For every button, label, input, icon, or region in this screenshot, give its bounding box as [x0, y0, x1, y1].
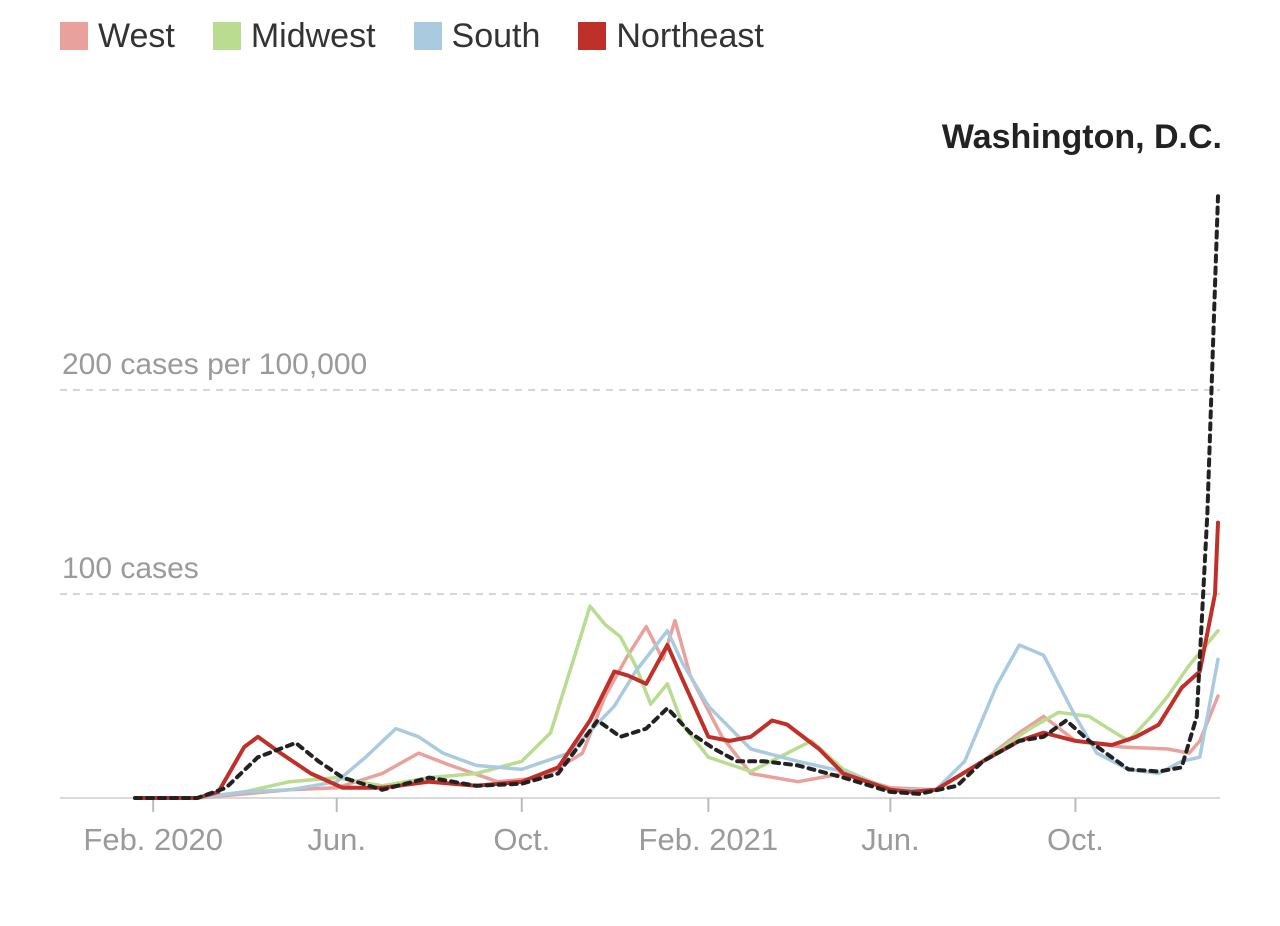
legend-label: Northeast — [616, 17, 764, 55]
x-tick-label: Feb. 2021 — [639, 822, 779, 857]
x-tick-label: Feb. 2020 — [83, 822, 223, 857]
legend-swatch — [413, 22, 442, 50]
legend-item-west: West — [60, 14, 175, 58]
annotation-washington-dc: Washington, D.C. — [942, 118, 1222, 156]
legend-item-south: South — [413, 14, 541, 58]
series-line-washington-d-c — [133, 194, 1220, 800]
legend-item-northeast: Northeast — [578, 14, 764, 58]
legend-swatch — [578, 22, 607, 50]
legend-label: West — [98, 17, 175, 55]
x-tick-label: Oct. — [493, 822, 550, 857]
gridline-label: 200 cases per 100,000 — [62, 348, 367, 381]
series-line-midwest — [133, 604, 1220, 800]
x-tick-label: Jun. — [861, 822, 920, 857]
gridline-label: 100 cases — [62, 552, 199, 585]
legend-label: Midwest — [250, 17, 376, 55]
legend-item-midwest: Midwest — [212, 14, 376, 58]
legend: West Midwest South Northeast — [60, 14, 764, 58]
x-tick-label: Oct. — [1047, 822, 1104, 857]
x-tick-label: Jun. — [307, 822, 366, 857]
series-line-northeast — [133, 520, 1220, 800]
legend-swatch — [212, 22, 241, 50]
legend-swatch — [60, 22, 88, 50]
legend-label: South — [451, 17, 541, 55]
series-line-west — [133, 618, 1220, 800]
